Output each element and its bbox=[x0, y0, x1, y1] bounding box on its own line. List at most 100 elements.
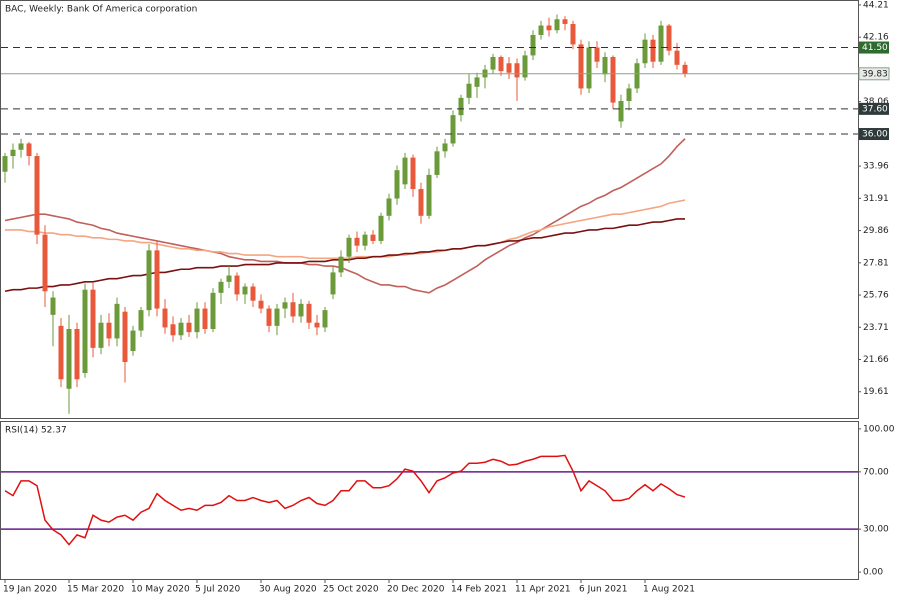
rsi-title: RSI(14) 52.37 bbox=[5, 426, 67, 436]
candle-body bbox=[290, 302, 296, 317]
candle-body bbox=[674, 50, 680, 65]
candle-body bbox=[586, 47, 592, 89]
moving-average bbox=[4, 218, 685, 293]
candle-body bbox=[546, 25, 552, 31]
x-tick-label: 10 May 2020 bbox=[131, 585, 190, 595]
x-tick-label: 1 Aug 2021 bbox=[643, 585, 695, 595]
candle-body bbox=[634, 63, 640, 89]
candle-body bbox=[578, 44, 584, 89]
level-label-box bbox=[859, 41, 889, 54]
x-tick-label: 5 Jul 2020 bbox=[195, 585, 240, 595]
candle-body bbox=[498, 56, 504, 72]
candle-body bbox=[138, 310, 144, 331]
candle-body bbox=[362, 234, 368, 246]
candle-body bbox=[314, 322, 320, 328]
y-tick-label: 30.00 bbox=[863, 525, 889, 535]
candle-body bbox=[74, 329, 80, 380]
candle-body bbox=[234, 275, 240, 295]
candle-body bbox=[378, 215, 384, 241]
candle-body bbox=[666, 25, 672, 51]
x-tick-label: 20 Dec 2020 bbox=[387, 585, 445, 595]
current-price-label: 39.83 bbox=[862, 69, 888, 79]
chart-title: BAC, Weekly: Bank Of America corporation bbox=[5, 5, 197, 15]
x-tick-label: 19 Jan 2020 bbox=[3, 585, 57, 595]
y-tick-label: 27.81 bbox=[863, 258, 889, 268]
candle-body bbox=[210, 292, 216, 330]
y-tick-label: 38.06 bbox=[863, 97, 889, 107]
candle-body bbox=[682, 64, 688, 74]
y-tick-label: 0.00 bbox=[863, 568, 883, 578]
candle-body bbox=[18, 143, 24, 150]
candle-body bbox=[610, 56, 616, 103]
candle-body bbox=[530, 34, 536, 56]
candle-body bbox=[370, 234, 376, 241]
candle-body bbox=[82, 289, 88, 374]
moving-average bbox=[5, 199, 686, 260]
x-tick-label: 14 Feb 2021 bbox=[451, 585, 507, 595]
candle-body bbox=[106, 322, 112, 339]
candle-body bbox=[594, 47, 600, 62]
candle-body bbox=[26, 143, 32, 157]
candle-body bbox=[346, 237, 352, 257]
candle-body bbox=[658, 25, 664, 62]
candle-body bbox=[298, 303, 304, 317]
candle-body bbox=[194, 308, 200, 333]
candle-body bbox=[466, 83, 472, 98]
candle-body bbox=[66, 329, 72, 389]
candle-body bbox=[170, 324, 176, 336]
candle-body bbox=[354, 237, 360, 246]
y-tick-label: 25.76 bbox=[863, 291, 889, 301]
candle-body bbox=[98, 322, 104, 348]
candle-body bbox=[34, 156, 40, 235]
candle-body bbox=[10, 149, 16, 157]
candle-body bbox=[266, 308, 272, 326]
candle-body bbox=[410, 157, 416, 190]
moving-average bbox=[4, 138, 686, 294]
y-tick-label: 42.16 bbox=[863, 33, 889, 43]
candle-body bbox=[618, 101, 624, 122]
candle-body bbox=[42, 234, 48, 292]
candle-body bbox=[570, 23, 576, 45]
y-tick-label: 33.96 bbox=[863, 162, 889, 172]
y-tick-label: 23.71 bbox=[863, 323, 889, 333]
candle-body bbox=[514, 63, 520, 78]
y-tick-label: 100.00 bbox=[863, 424, 895, 434]
candle-body bbox=[490, 56, 496, 70]
y-tick-label: 44.21 bbox=[863, 0, 889, 10]
candle-body bbox=[154, 250, 160, 309]
candle-body bbox=[426, 174, 432, 216]
level-label: 36.00 bbox=[862, 130, 888, 140]
candle-body bbox=[474, 77, 480, 87]
candle-body bbox=[162, 308, 168, 328]
y-tick-label: 21.66 bbox=[863, 355, 889, 365]
rsi-line bbox=[4, 454, 686, 546]
candle-body bbox=[250, 286, 256, 301]
candle-body bbox=[58, 325, 64, 380]
candle-body bbox=[322, 310, 328, 328]
candle-body bbox=[226, 275, 232, 282]
candle-body bbox=[450, 115, 456, 144]
candle-body bbox=[330, 272, 336, 295]
candle-body bbox=[402, 157, 408, 185]
candle-body bbox=[258, 300, 264, 309]
candle-body bbox=[538, 25, 544, 35]
level-label: 37.60 bbox=[862, 104, 888, 114]
x-tick-label: 11 Apr 2021 bbox=[515, 585, 571, 595]
level-label-box bbox=[859, 128, 889, 141]
candle-body bbox=[130, 330, 136, 352]
candle-body bbox=[242, 286, 248, 295]
candle-body bbox=[554, 19, 560, 31]
candle-body bbox=[274, 308, 280, 326]
candle-body bbox=[306, 303, 312, 323]
y-tick-label: 19.61 bbox=[863, 387, 889, 397]
candle-body bbox=[122, 311, 128, 363]
x-tick-label: 25 Oct 2020 bbox=[323, 585, 379, 595]
candle-body bbox=[626, 88, 632, 102]
rsi-panel bbox=[0, 421, 859, 580]
candle-body bbox=[386, 198, 392, 216]
candle-body bbox=[394, 170, 400, 199]
x-tick-label: 30 Aug 2020 bbox=[259, 585, 317, 595]
candle-body bbox=[90, 289, 96, 348]
level-label: 41.50 bbox=[862, 43, 888, 53]
